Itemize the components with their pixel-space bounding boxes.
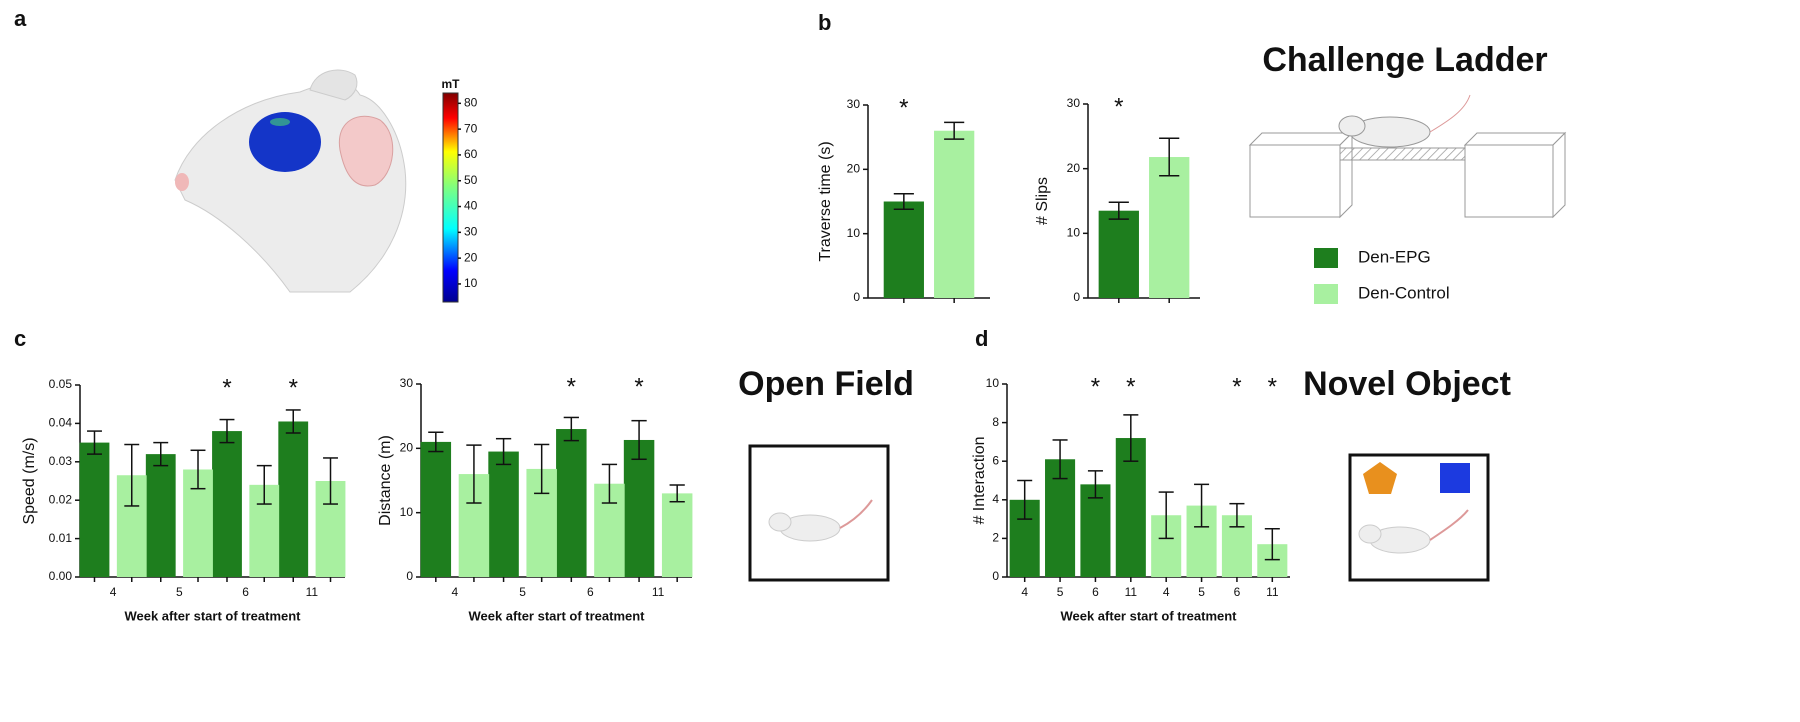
y-tick-label: 8 — [992, 415, 999, 429]
bar — [556, 429, 587, 577]
colorbar-tick-label: 30 — [464, 225, 478, 239]
x-tick-label: 4 — [1163, 585, 1170, 599]
x-tick-label: 4 — [1021, 585, 1028, 599]
significance-star: * — [899, 94, 908, 121]
bar — [934, 130, 975, 298]
x-axis-label: Week after start of treatment — [1060, 608, 1237, 623]
bar — [661, 493, 693, 577]
y-tick-label: 30 — [1067, 96, 1081, 110]
legend-swatch — [1314, 248, 1338, 268]
y-tick-label: 0 — [406, 569, 413, 583]
y-tick-label: 10 — [986, 376, 1000, 390]
y-tick-label: 0.02 — [49, 492, 73, 506]
panel-title: Challenge Ladder — [1262, 41, 1547, 79]
x-tick-label: 4 — [452, 585, 459, 599]
significance-star: * — [1232, 373, 1241, 400]
y-tick-label: 30 — [847, 97, 861, 111]
y-tick-label: 0.01 — [49, 531, 73, 545]
legend-label: Den-EPG — [1358, 247, 1431, 266]
y-tick-label: 0.05 — [49, 377, 73, 391]
mouse-head-illustration — [174, 69, 407, 293]
significance-star: * — [634, 373, 643, 400]
y-tick-label: 10 — [1067, 226, 1081, 240]
bar — [79, 442, 110, 577]
x-tick-label: 5 — [1198, 585, 1205, 599]
colorbar-tick-label: 40 — [464, 199, 478, 213]
y-tick-label: 0 — [992, 569, 999, 583]
significance-star: * — [289, 374, 298, 401]
y-tick-label: 20 — [847, 162, 861, 176]
x-axis-label: Week after start of treatment — [468, 608, 645, 623]
y-tick-label: 2 — [992, 531, 999, 545]
bar — [623, 439, 655, 577]
panel-label: c — [14, 326, 26, 351]
y-tick-label: 0 — [1073, 290, 1080, 304]
y-tick-label: 10 — [847, 226, 861, 240]
x-tick-label: 5 — [1057, 585, 1064, 599]
y-tick-label: 30 — [400, 376, 414, 390]
open-field-illustration — [748, 444, 890, 582]
significance-star: * — [222, 374, 231, 401]
panel-label: a — [14, 6, 27, 31]
y-tick-label: 10 — [400, 505, 414, 519]
bar — [212, 431, 242, 577]
legend-swatch — [1314, 284, 1338, 304]
y-axis-label: # Slips — [1034, 177, 1051, 225]
colorbar-tick-label: 50 — [464, 173, 478, 187]
panel-title: Open Field — [738, 365, 914, 403]
y-axis-label: Speed (m/s) — [21, 437, 38, 524]
x-tick-label: 5 — [519, 585, 526, 599]
colorbar-tick-label: 80 — [464, 95, 478, 109]
y-tick-label: 0.03 — [49, 454, 73, 468]
colorbar-tick-label: 70 — [464, 121, 478, 135]
x-axis-label: Week after start of treatment — [124, 608, 301, 623]
y-tick-label: 20 — [1067, 161, 1081, 175]
significance-star: * — [1268, 373, 1277, 400]
y-tick-label: 0 — [853, 290, 860, 304]
colorbar-tick-label: 20 — [464, 250, 478, 264]
significance-star: * — [1126, 373, 1135, 400]
y-axis-label: Traverse time (s) — [817, 141, 834, 261]
colorbar-title: mT — [442, 77, 461, 91]
y-axis-label: # Interaction — [971, 436, 988, 524]
x-tick-label: 11 — [306, 585, 319, 599]
x-tick-label: 11 — [1266, 585, 1279, 599]
bar — [145, 454, 176, 577]
y-axis-label: Distance (m) — [377, 435, 394, 526]
x-tick-label: 6 — [242, 585, 249, 599]
bar — [278, 421, 309, 577]
novel-object-illustration — [1348, 453, 1490, 582]
bar — [420, 441, 452, 577]
x-tick-label: 6 — [587, 585, 594, 599]
y-tick-label: 6 — [992, 453, 999, 467]
colorbar-tick-label: 60 — [464, 147, 478, 161]
y-tick-label: 0.04 — [49, 416, 73, 430]
bar — [1149, 157, 1190, 298]
bar — [1098, 210, 1139, 298]
y-tick-label: 4 — [992, 492, 999, 506]
significance-star: * — [567, 373, 576, 400]
legend-label: Den-Control — [1358, 283, 1450, 302]
x-tick-label: 11 — [1125, 585, 1138, 599]
colorbar — [442, 92, 459, 303]
panel-label: d — [975, 326, 988, 351]
significance-star: * — [1114, 93, 1123, 120]
bar — [1080, 484, 1111, 577]
y-tick-label: 20 — [400, 441, 414, 455]
x-tick-label: 4 — [110, 585, 117, 599]
panel-label: b — [818, 10, 831, 35]
ladder-illustration — [1248, 94, 1567, 219]
significance-star: * — [1091, 373, 1100, 400]
x-tick-label: 11 — [652, 585, 665, 599]
panel-title: Novel Object — [1303, 365, 1511, 403]
bar — [488, 451, 519, 577]
x-tick-label: 6 — [1092, 585, 1099, 599]
bar — [883, 201, 924, 298]
x-tick-label: 5 — [176, 585, 183, 599]
x-tick-label: 6 — [1234, 585, 1241, 599]
colorbar-tick-label: 10 — [464, 276, 478, 290]
y-tick-label: 0.00 — [49, 569, 73, 583]
